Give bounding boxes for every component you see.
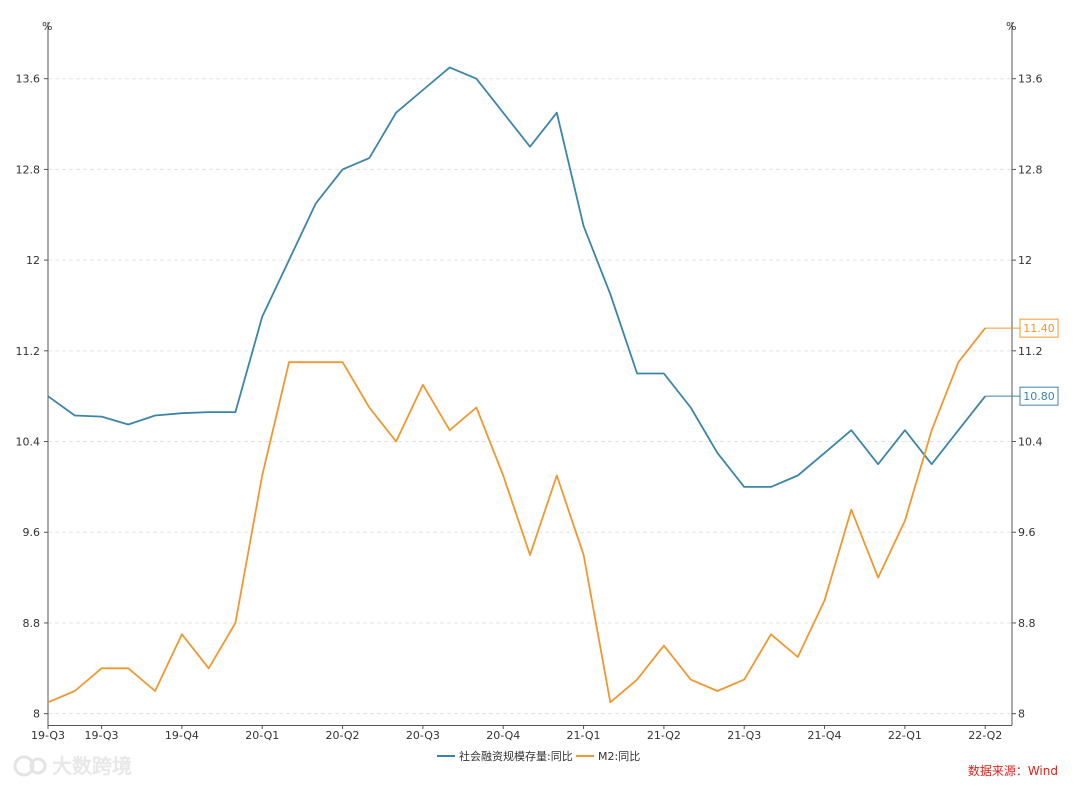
- y-tick-label-left: 9.6: [23, 526, 41, 539]
- left-y-unit: %: [42, 20, 52, 33]
- y-tick-label-left: 11.2: [16, 345, 41, 358]
- x-tick-label: 21-Q4: [808, 729, 842, 742]
- x-tick-label: 19-Q3: [31, 729, 65, 742]
- y-tick-layer: 8 8 8.8 8.8 9.6 9.6 10.4 10.4 11.2 11.2 12 12 12.8 12…: [16, 73, 1043, 721]
- y-tick-label-right: 9.6: [1018, 526, 1036, 539]
- end-label-1: 11.40: [1023, 322, 1055, 335]
- x-tick-layer: 19-Q3 19-Q3 19-Q4 20-Q1 20-Q2 20-Q3 20-Q4 21-Q1…: [31, 725, 1012, 742]
- watermark-logo-icon-inner: [29, 757, 47, 775]
- legend-label-m2: M2:同比: [598, 750, 640, 763]
- y-tick-label-right: 12: [1018, 254, 1032, 267]
- watermark-logo-icon: [13, 755, 35, 777]
- y-tick-label-right: 12.8: [1018, 163, 1043, 176]
- y-tick-label-left: 10.4: [16, 436, 41, 449]
- axes-layer: % %: [42, 20, 1016, 725]
- legend-label-social-financing: 社会融资规模存量:同比: [459, 749, 573, 763]
- right-y-unit: %: [1006, 20, 1016, 33]
- series-line-0: [47, 66, 986, 488]
- x-tick-label: 21-Q3: [727, 729, 761, 742]
- end-label-box-1: [1019, 318, 1059, 338]
- y-tick-label-left: 12.8: [16, 163, 41, 176]
- watermark: 大数跨境: [13, 754, 132, 778]
- y-tick-label-right: 8: [1018, 708, 1025, 721]
- x-tick-label: 20-Q4: [486, 729, 520, 742]
- y-tick-label-right: 10.4: [1018, 436, 1043, 449]
- x-tick-label: 19-Q3: [85, 729, 119, 742]
- end-label-0: 10.80: [1023, 390, 1055, 403]
- series-line-1: [47, 327, 986, 704]
- end-label-layer: 10.80 11.40: [985, 318, 1059, 406]
- x-tick-label: 22-Q2: [968, 729, 1002, 742]
- x-tick-label: 19-Q4: [165, 729, 199, 742]
- y-tick-label-right: 13.6: [1018, 73, 1043, 86]
- y-tick-label-right: 8.8: [1018, 617, 1036, 630]
- legend: 社会融资规模存量:同比 M2:同比: [437, 749, 640, 763]
- x-tick-label: 20-Q2: [326, 729, 360, 742]
- series-layer: [47, 66, 986, 704]
- y-tick-label-right: 11.2: [1018, 345, 1043, 358]
- end-label-box-0: [1019, 386, 1059, 406]
- y-tick-label-left: 12: [26, 254, 40, 267]
- y-tick-label-left: 8: [33, 708, 40, 721]
- x-tick-label: 22-Q1: [888, 729, 922, 742]
- x-tick-label: 20-Q3: [406, 729, 440, 742]
- watermark-text: 大数跨境: [52, 754, 132, 778]
- y-tick-label-left: 8.8: [23, 617, 41, 630]
- data-source: 数据来源：Wind: [968, 763, 1058, 778]
- x-tick-label: 21-Q1: [567, 729, 601, 742]
- x-tick-label: 21-Q2: [647, 729, 681, 742]
- grid-layer: [48, 78, 1012, 715]
- y-tick-label-left: 13.6: [16, 73, 41, 86]
- x-tick-label: 20-Q1: [245, 729, 279, 742]
